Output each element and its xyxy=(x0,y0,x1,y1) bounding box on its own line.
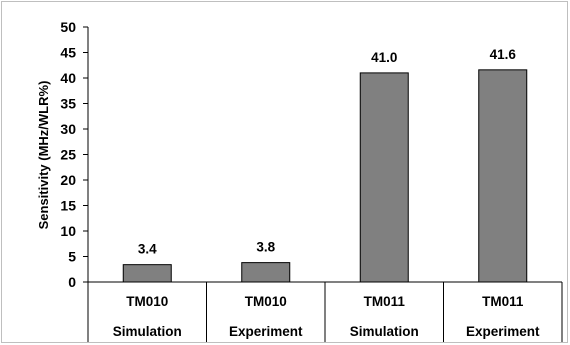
y-tick-label: 0 xyxy=(68,274,76,290)
y-tick-label: 35 xyxy=(60,96,76,112)
y-tick-label: 30 xyxy=(60,121,76,137)
category-mode-label: TM011 xyxy=(364,294,406,309)
data-label: 41.0 xyxy=(371,50,397,65)
data-label: 3.8 xyxy=(256,240,275,255)
category-kind-label: Experiment xyxy=(466,324,540,339)
y-tick-label: 10 xyxy=(60,223,76,239)
bar xyxy=(122,264,172,283)
y-tick-label: 15 xyxy=(60,198,76,214)
y-axis-label: Sensitivity (MHz/WLR%) xyxy=(36,81,51,230)
category-kind-label: Simulation xyxy=(350,324,419,339)
bar xyxy=(241,262,291,283)
y-tick-label: 25 xyxy=(60,147,76,163)
category-kind-label: Simulation xyxy=(113,324,182,339)
category-kind-label: Experiment xyxy=(229,324,303,339)
bar xyxy=(478,69,528,283)
category-mode-label: TM010 xyxy=(245,294,287,309)
y-tick-label: 45 xyxy=(60,45,76,61)
category-mode-label: TM010 xyxy=(126,294,168,309)
bar xyxy=(359,72,409,283)
y-tick-label: 5 xyxy=(68,249,76,265)
bar-series xyxy=(122,69,528,283)
data-label: 3.4 xyxy=(138,242,157,257)
category-labels: TM010 Simulation TM010 Experiment TM011 Simul… xyxy=(113,294,540,339)
y-tick-label: 20 xyxy=(60,172,76,188)
y-tick-label: 40 xyxy=(60,70,76,86)
data-label: 41.6 xyxy=(490,47,517,62)
category-mode-label: TM011 xyxy=(482,294,524,309)
data-labels: 3.4 3.8 41.0 41.6 xyxy=(138,47,517,257)
y-tick-label: 50 xyxy=(60,19,76,35)
